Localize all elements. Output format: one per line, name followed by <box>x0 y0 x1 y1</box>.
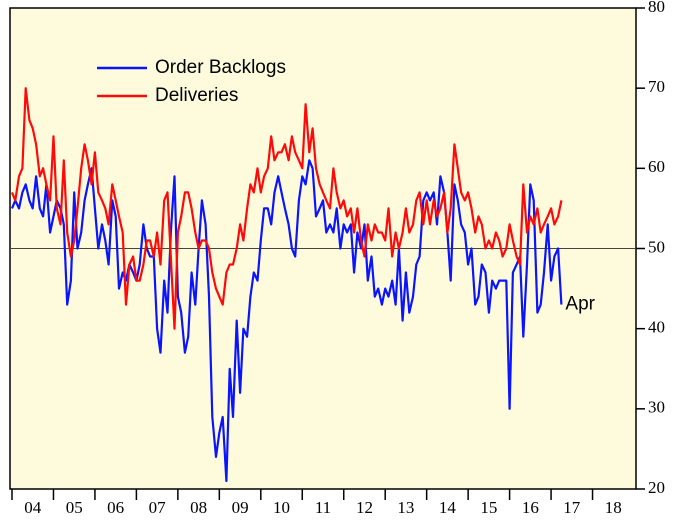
x-tick-label: 11 <box>315 498 331 517</box>
x-tick-label: 09 <box>232 498 249 517</box>
legend-label: Deliveries <box>155 85 238 106</box>
x-tick-label: 18 <box>605 498 622 517</box>
legend-label: Order Backlogs <box>155 57 286 78</box>
x-tick-label: 10 <box>273 498 290 517</box>
y-tick-label: 70 <box>648 77 665 96</box>
x-tick-label: 04 <box>24 498 42 517</box>
annotation: Apr <box>565 294 595 315</box>
y-tick-label: 80 <box>648 0 665 16</box>
x-tick-label: 05 <box>66 498 83 517</box>
x-tick-label: 16 <box>522 498 539 517</box>
x-tick-label: 08 <box>190 498 207 517</box>
y-tick-label: 60 <box>648 157 665 176</box>
x-tick-label: 17 <box>563 498 581 517</box>
y-tick-label: 40 <box>648 318 665 337</box>
x-tick-label: 07 <box>149 498 167 517</box>
x-tick-label: 13 <box>397 498 414 517</box>
series-line <box>10 159 563 483</box>
series-line <box>10 87 563 330</box>
y-tick-label: 20 <box>648 478 665 497</box>
y-tick-label: 50 <box>648 237 665 256</box>
x-tick-label: 14 <box>439 498 457 517</box>
x-tick-label: 06 <box>107 498 124 517</box>
x-tick-label: 15 <box>480 498 497 517</box>
x-tick-label: 12 <box>356 498 373 517</box>
y-tick-label: 30 <box>648 398 665 417</box>
